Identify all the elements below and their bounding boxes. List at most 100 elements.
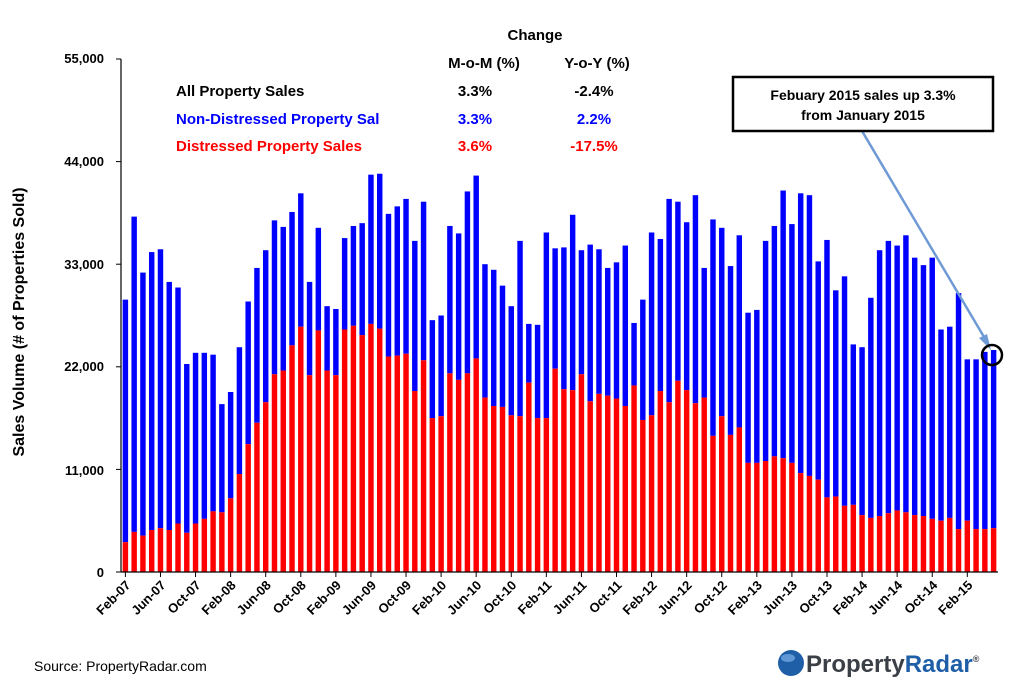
bar-distressed (333, 375, 339, 572)
x-tick-label: Oct-13 (796, 578, 835, 617)
bar-distressed (824, 497, 830, 572)
bar-non-distressed (631, 322, 637, 386)
bar-distressed (640, 419, 646, 572)
bar-distressed (719, 416, 725, 572)
row-all-yoy: -2.4% (574, 83, 613, 100)
bar-distressed (447, 373, 453, 572)
bar-distressed (499, 406, 506, 572)
bar-distressed (631, 385, 637, 572)
bar-distressed (534, 418, 541, 572)
x-tick-label: Feb-08 (199, 578, 239, 618)
bar-distressed (385, 356, 392, 572)
bar-non-distressed (271, 220, 278, 375)
bar-non-distressed (438, 315, 444, 417)
x-tick-label: Feb-15 (935, 578, 975, 618)
bar-non-distressed (815, 261, 821, 480)
bar-distressed (894, 510, 900, 572)
bar-distressed (201, 518, 208, 572)
bar-non-distressed (964, 359, 971, 521)
bar-distressed (175, 523, 181, 572)
row-nondistressed-label: Non-Distressed Property Sal (176, 111, 379, 128)
bar-distressed (868, 517, 874, 572)
bar-non-distressed (710, 219, 716, 436)
bar-distressed (675, 380, 681, 572)
x-tick-label: Feb-10 (409, 578, 449, 618)
bar-non-distressed (719, 227, 725, 417)
bar-non-distressed (675, 201, 681, 381)
row-distressed-label: Distressed Property Sales (176, 138, 362, 155)
bar-non-distressed (745, 312, 751, 463)
bar-non-distressed (850, 344, 857, 505)
bar-non-distressed (385, 213, 392, 357)
bar-distressed (771, 456, 778, 572)
annotation: Febuary 2015 sales up 3.3% from January … (731, 75, 1004, 367)
bar-distressed (666, 402, 672, 572)
bar-non-distressed (359, 223, 365, 336)
bar-distressed (762, 461, 769, 572)
globe-shine (781, 654, 795, 662)
bar-non-distressed (298, 193, 304, 327)
bar-non-distressed (920, 265, 927, 517)
bar-distressed (394, 355, 400, 572)
x-tick-label: Feb-09 (304, 578, 344, 618)
bar-non-distressed (148, 252, 155, 531)
bar-distressed (455, 379, 462, 572)
x-tick-label: Jun-11 (550, 578, 590, 618)
bar-non-distressed (464, 191, 471, 374)
bar-distressed (359, 335, 365, 572)
bar-non-distressed (166, 281, 172, 531)
bar-distressed (236, 474, 243, 572)
bar-non-distressed (929, 257, 935, 519)
bar-distressed (920, 516, 927, 572)
annotation-line2: from January 2015 (801, 107, 925, 123)
bar-non-distressed (315, 227, 322, 331)
table-col-yoy: Y-o-Y (%) (564, 55, 630, 72)
bar-distressed (648, 415, 655, 572)
bar-non-distressed (859, 347, 865, 516)
bar-distressed (938, 520, 944, 572)
bar-distressed (508, 415, 514, 572)
x-tick-label: Oct-07 (164, 578, 203, 617)
bar-non-distressed (806, 195, 813, 476)
bar-distressed (140, 535, 146, 572)
bar-distressed (280, 370, 286, 572)
bar-distressed (350, 325, 357, 572)
row-all-label: All Property Sales (176, 83, 304, 100)
bar-non-distressed (201, 352, 208, 519)
bar-non-distressed (578, 250, 585, 375)
x-tick-label: Feb-13 (725, 578, 765, 618)
bar-distressed (420, 360, 427, 572)
bar-non-distressed (605, 267, 611, 396)
bar-non-distressed (482, 264, 488, 398)
bar-non-distressed (841, 276, 848, 506)
bar-non-distressed (552, 248, 558, 369)
bar-non-distressed (648, 232, 655, 416)
bar-distressed (543, 418, 550, 572)
y-tick-label: 55,000 (64, 51, 104, 66)
table-col-mom: M-o-M (%) (448, 55, 520, 72)
bar-non-distressed (683, 222, 690, 391)
x-tick-label: Oct-10 (480, 578, 519, 617)
bar-distressed (587, 401, 593, 572)
x-tick-label: Jun-12 (655, 578, 695, 618)
bar-distressed (806, 475, 813, 572)
bar-non-distressed (911, 257, 918, 516)
bar-non-distressed (596, 249, 602, 394)
bar-non-distressed (324, 306, 330, 371)
bar-non-distressed (973, 359, 979, 530)
bar-distressed (131, 531, 137, 572)
bar-non-distressed (175, 287, 181, 524)
bar-non-distressed (306, 281, 313, 376)
bar-non-distressed (526, 323, 532, 383)
bar-non-distressed (394, 206, 400, 356)
bar-non-distressed (122, 299, 129, 543)
bar-non-distressed (289, 211, 295, 346)
bar-non-distressed (947, 326, 953, 518)
bar-non-distressed (534, 324, 541, 419)
bar-distressed (315, 330, 322, 572)
bar-distressed (210, 511, 216, 572)
x-tick-label: Feb-14 (830, 577, 871, 618)
bar-distressed (403, 353, 409, 572)
bar-non-distressed (157, 249, 164, 529)
bar-distressed (438, 416, 444, 572)
